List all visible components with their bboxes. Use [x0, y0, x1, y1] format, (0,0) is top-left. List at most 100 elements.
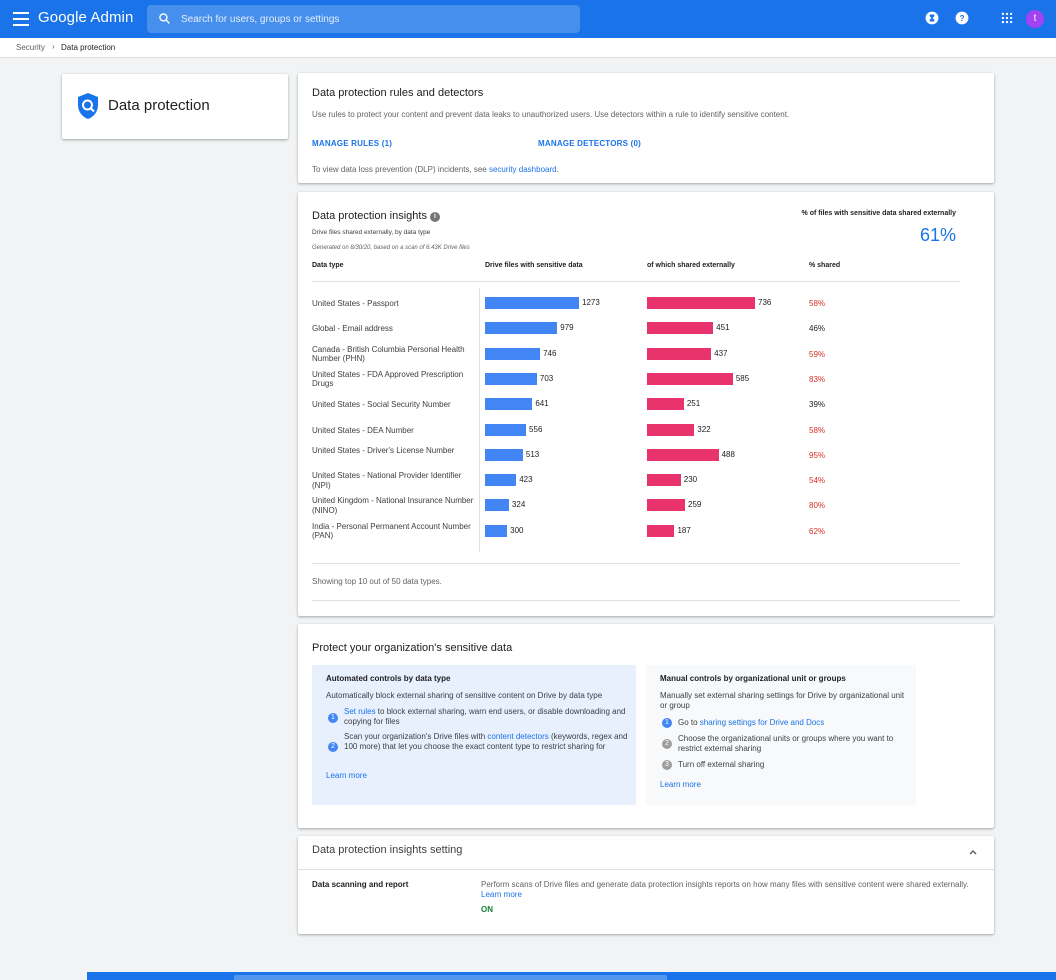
- account-avatar[interactable]: t: [1026, 10, 1044, 28]
- chart-axis-line: [479, 288, 480, 552]
- chart-row: United States - DEA Number 556 322 58%: [298, 418, 994, 443]
- info-icon[interactable]: i: [430, 212, 440, 222]
- data-type-label: India - Personal Permanent Account Numbe…: [312, 521, 471, 541]
- search-input[interactable]: [181, 11, 571, 27]
- percent-shared-value: 80%: [809, 501, 826, 511]
- data-type-label: United States - National Provider Identi…: [312, 471, 462, 490]
- bar-sensitive-files: [485, 372, 537, 385]
- automated-controls-panel: Automated controls by data type Automati…: [312, 665, 636, 805]
- bar-shared-externally-value: 322: [697, 424, 711, 434]
- google-admin-logo[interactable]: Google Admin: [38, 9, 134, 26]
- chart-row: India - Personal Permanent Account Numbe…: [298, 519, 994, 544]
- data-type-label: United States - Social Security Number: [312, 400, 451, 410]
- set-rules-link[interactable]: Set rules: [344, 707, 376, 716]
- bar-sensitive-files-value: 324: [511, 500, 526, 510]
- data-type-label: United States - DEA Number: [312, 425, 414, 435]
- manual-step-3: Turn off external sharing: [678, 760, 765, 769]
- rules-card-title: Data protection rules and detectors: [312, 87, 484, 99]
- dlp-note-period: .: [556, 165, 559, 174]
- setting-card-header[interactable]: Data protection insights setting: [298, 836, 994, 870]
- overall-percent-label: % of files with sensitive data shared ex…: [801, 210, 956, 217]
- overall-percent-value: 61%: [919, 225, 956, 245]
- bar-shared-externally: [647, 398, 684, 411]
- percent-shared-value: 58%: [809, 425, 826, 435]
- bar-shared-externally-value: 230: [683, 475, 698, 485]
- bottom-search-box: [234, 975, 667, 980]
- search-icon: [159, 13, 170, 24]
- help-icon[interactable]: ?: [955, 11, 969, 25]
- breadcrumb-security-link[interactable]: Security: [16, 43, 45, 52]
- percent-shared-value: 39%: [809, 400, 826, 410]
- step-1-badge: 1: [662, 718, 672, 728]
- dlp-note: To view data loss prevention (DLP) incid…: [312, 165, 559, 174]
- bar-sensitive-files: [485, 423, 527, 436]
- auto-step-1-text: to block external sharing, warn end user…: [344, 707, 626, 726]
- bar-shared-externally-value: 736: [758, 298, 772, 307]
- manual-step-1: Go to sharing settings for Drive and Doc…: [678, 718, 908, 728]
- bar-sensitive-files: [485, 448, 523, 461]
- bar-sensitive-files: [485, 322, 558, 335]
- percent-shared-value: 58%: [809, 299, 826, 308]
- chart-row: United States - National Provider Identi…: [298, 468, 994, 493]
- step-2-badge: 2: [328, 742, 338, 752]
- data-type-label: Canada - British Columbia Personal Healt…: [312, 344, 465, 364]
- chevron-up-icon[interactable]: [968, 847, 978, 857]
- bar-shared-externally: [647, 524, 675, 537]
- data-type-label: United States - Driver's License Number: [312, 445, 455, 455]
- bar-shared-externally-value: 187: [677, 525, 691, 535]
- breadcrumb: Security › Data protection: [0, 38, 1056, 58]
- auto-learn-more-link[interactable]: Learn more: [326, 771, 367, 780]
- setting-learn-more-link[interactable]: Learn more: [481, 890, 522, 899]
- protect-sensitive-data-card: Protect your organization's sensitive da…: [298, 624, 994, 828]
- content-detectors-link[interactable]: content detectors: [487, 732, 549, 741]
- percent-shared-value: 95%: [809, 450, 826, 460]
- bottom-app-bar: [87, 972, 1056, 980]
- bar-shared-externally: [647, 499, 685, 512]
- manual-learn-more-link[interactable]: Learn more: [660, 780, 701, 789]
- top-app-bar: Google Admin ? t: [0, 0, 1056, 38]
- page-header-card: Data protection: [62, 74, 288, 139]
- manage-detectors-button[interactable]: MANAGE DETECTORS (0): [538, 139, 641, 148]
- bar-shared-externally: [647, 297, 755, 309]
- manage-rules-button[interactable]: MANAGE RULES (1): [312, 139, 393, 148]
- bar-shared-externally: [647, 322, 714, 335]
- hourglass-icon[interactable]: [925, 11, 939, 25]
- insights-card: Data protection insights i Drive files s…: [298, 192, 994, 616]
- bar-sensitive-files-value: 1273: [582, 298, 600, 307]
- bar-shared-externally-value: 451: [716, 323, 730, 333]
- chart-row: United States - Passport 1273 736 58%: [298, 291, 994, 316]
- auto-step-2-prefix: Scan your organization's Drive files wit…: [344, 732, 488, 741]
- scanning-status[interactable]: ON: [481, 905, 493, 914]
- bar-shared-externally: [647, 423, 695, 436]
- step-1-badge: 1: [328, 713, 338, 723]
- security-dashboard-link[interactable]: security dashboard: [488, 165, 557, 174]
- auto-step-2: Scan your organization's Drive files wit…: [344, 732, 628, 752]
- menu-icon[interactable]: [13, 12, 29, 26]
- apps-grid-icon[interactable]: [1000, 11, 1014, 25]
- page-title: Data protection: [108, 97, 210, 114]
- manual-step-2: Choose the organizational units or group…: [678, 734, 894, 753]
- sharing-settings-link[interactable]: sharing settings for Drive and Docs: [699, 718, 825, 727]
- setting-card-title: Data protection insights setting: [312, 844, 463, 856]
- bar-sensitive-files-value: 746: [543, 348, 557, 358]
- percent-shared-value: 46%: [809, 324, 826, 334]
- bar-sensitive-files: [485, 398, 533, 411]
- percent-shared-value: 59%: [809, 349, 826, 359]
- header-divider: [312, 281, 960, 282]
- rules-card-description: Use rules to protect your content and pr…: [312, 110, 790, 119]
- column-header-data-type: Data type: [312, 262, 344, 269]
- column-header-drive-files: Drive files with sensitive data: [485, 262, 583, 269]
- data-scanning-description: Perform scans of Drive files and generat…: [481, 880, 971, 900]
- insights-subtitle: Drive files shared externally, by data t…: [312, 229, 431, 236]
- chart-row: Global - Email address 979 451 46%: [298, 316, 994, 341]
- manual-controls-description: Manually set external sharing settings f…: [660, 691, 905, 710]
- chart-footer-note: Showing top 10 out of 50 data types.: [312, 577, 442, 586]
- search-box[interactable]: [147, 5, 580, 33]
- bar-shared-externally: [647, 474, 681, 487]
- bar-sensitive-files: [485, 347, 541, 360]
- dlp-note-text: To view data loss prevention (DLP) incid…: [312, 165, 489, 174]
- bar-shared-externally-value: 488: [721, 449, 735, 459]
- breadcrumb-current: Data protection: [61, 43, 116, 52]
- column-header-shared-externally: of which shared externally: [647, 262, 735, 269]
- column-header-percent-shared: % shared: [809, 262, 841, 269]
